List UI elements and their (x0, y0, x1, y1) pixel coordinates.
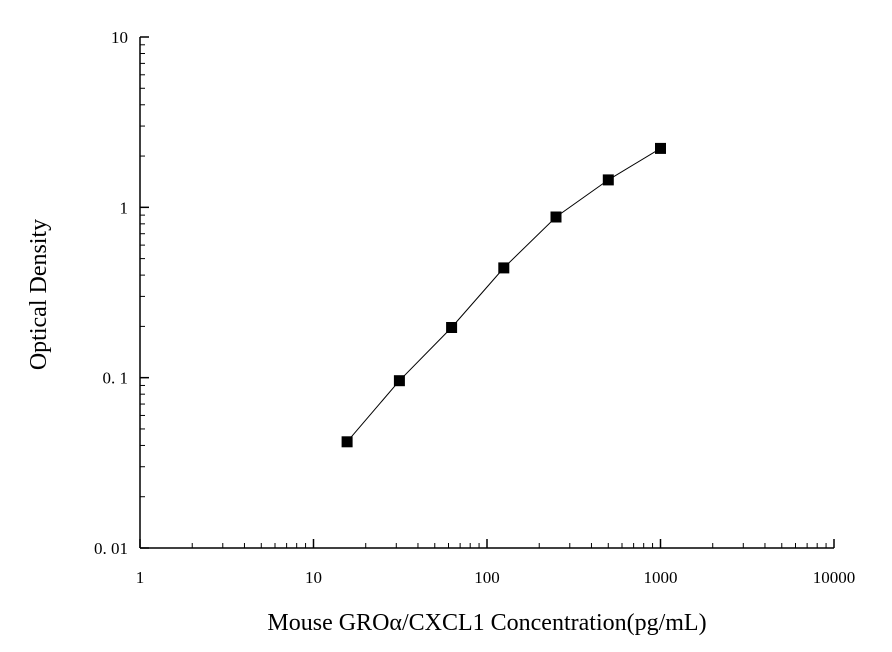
y-tick-label: 0. 01 (94, 539, 128, 558)
x-tick-label: 1 (136, 568, 145, 587)
y-tick-label: 0. 1 (103, 369, 129, 388)
data-point (341, 436, 353, 448)
axes: 1 10 100 1000 10000 0. 01 0. 1 1 10 (94, 28, 855, 587)
data-point (550, 211, 562, 223)
x-tick-label: 1000 (644, 568, 678, 587)
data-point (655, 142, 666, 154)
x-axis-title: Mouse GROα/CXCL1 Concentration(pg/mL) (267, 610, 706, 636)
data-point (602, 174, 614, 186)
x-ticks: 1 10 100 1000 10000 (136, 539, 856, 587)
plot-area (341, 142, 666, 448)
data-point (446, 322, 458, 333)
series-line (346, 147, 661, 443)
data-point (498, 262, 510, 274)
y-tick-label: 1 (120, 198, 129, 217)
x-tick-label: 100 (474, 568, 500, 587)
x-tick-label: 10 (305, 568, 322, 587)
y-axis-title: Optical Density (26, 219, 52, 370)
x-tick-label: 10000 (813, 568, 856, 587)
y-tick-label: 10 (111, 28, 128, 47)
y-ticks: 0. 01 0. 1 1 10 (94, 28, 149, 558)
data-point (393, 375, 405, 387)
